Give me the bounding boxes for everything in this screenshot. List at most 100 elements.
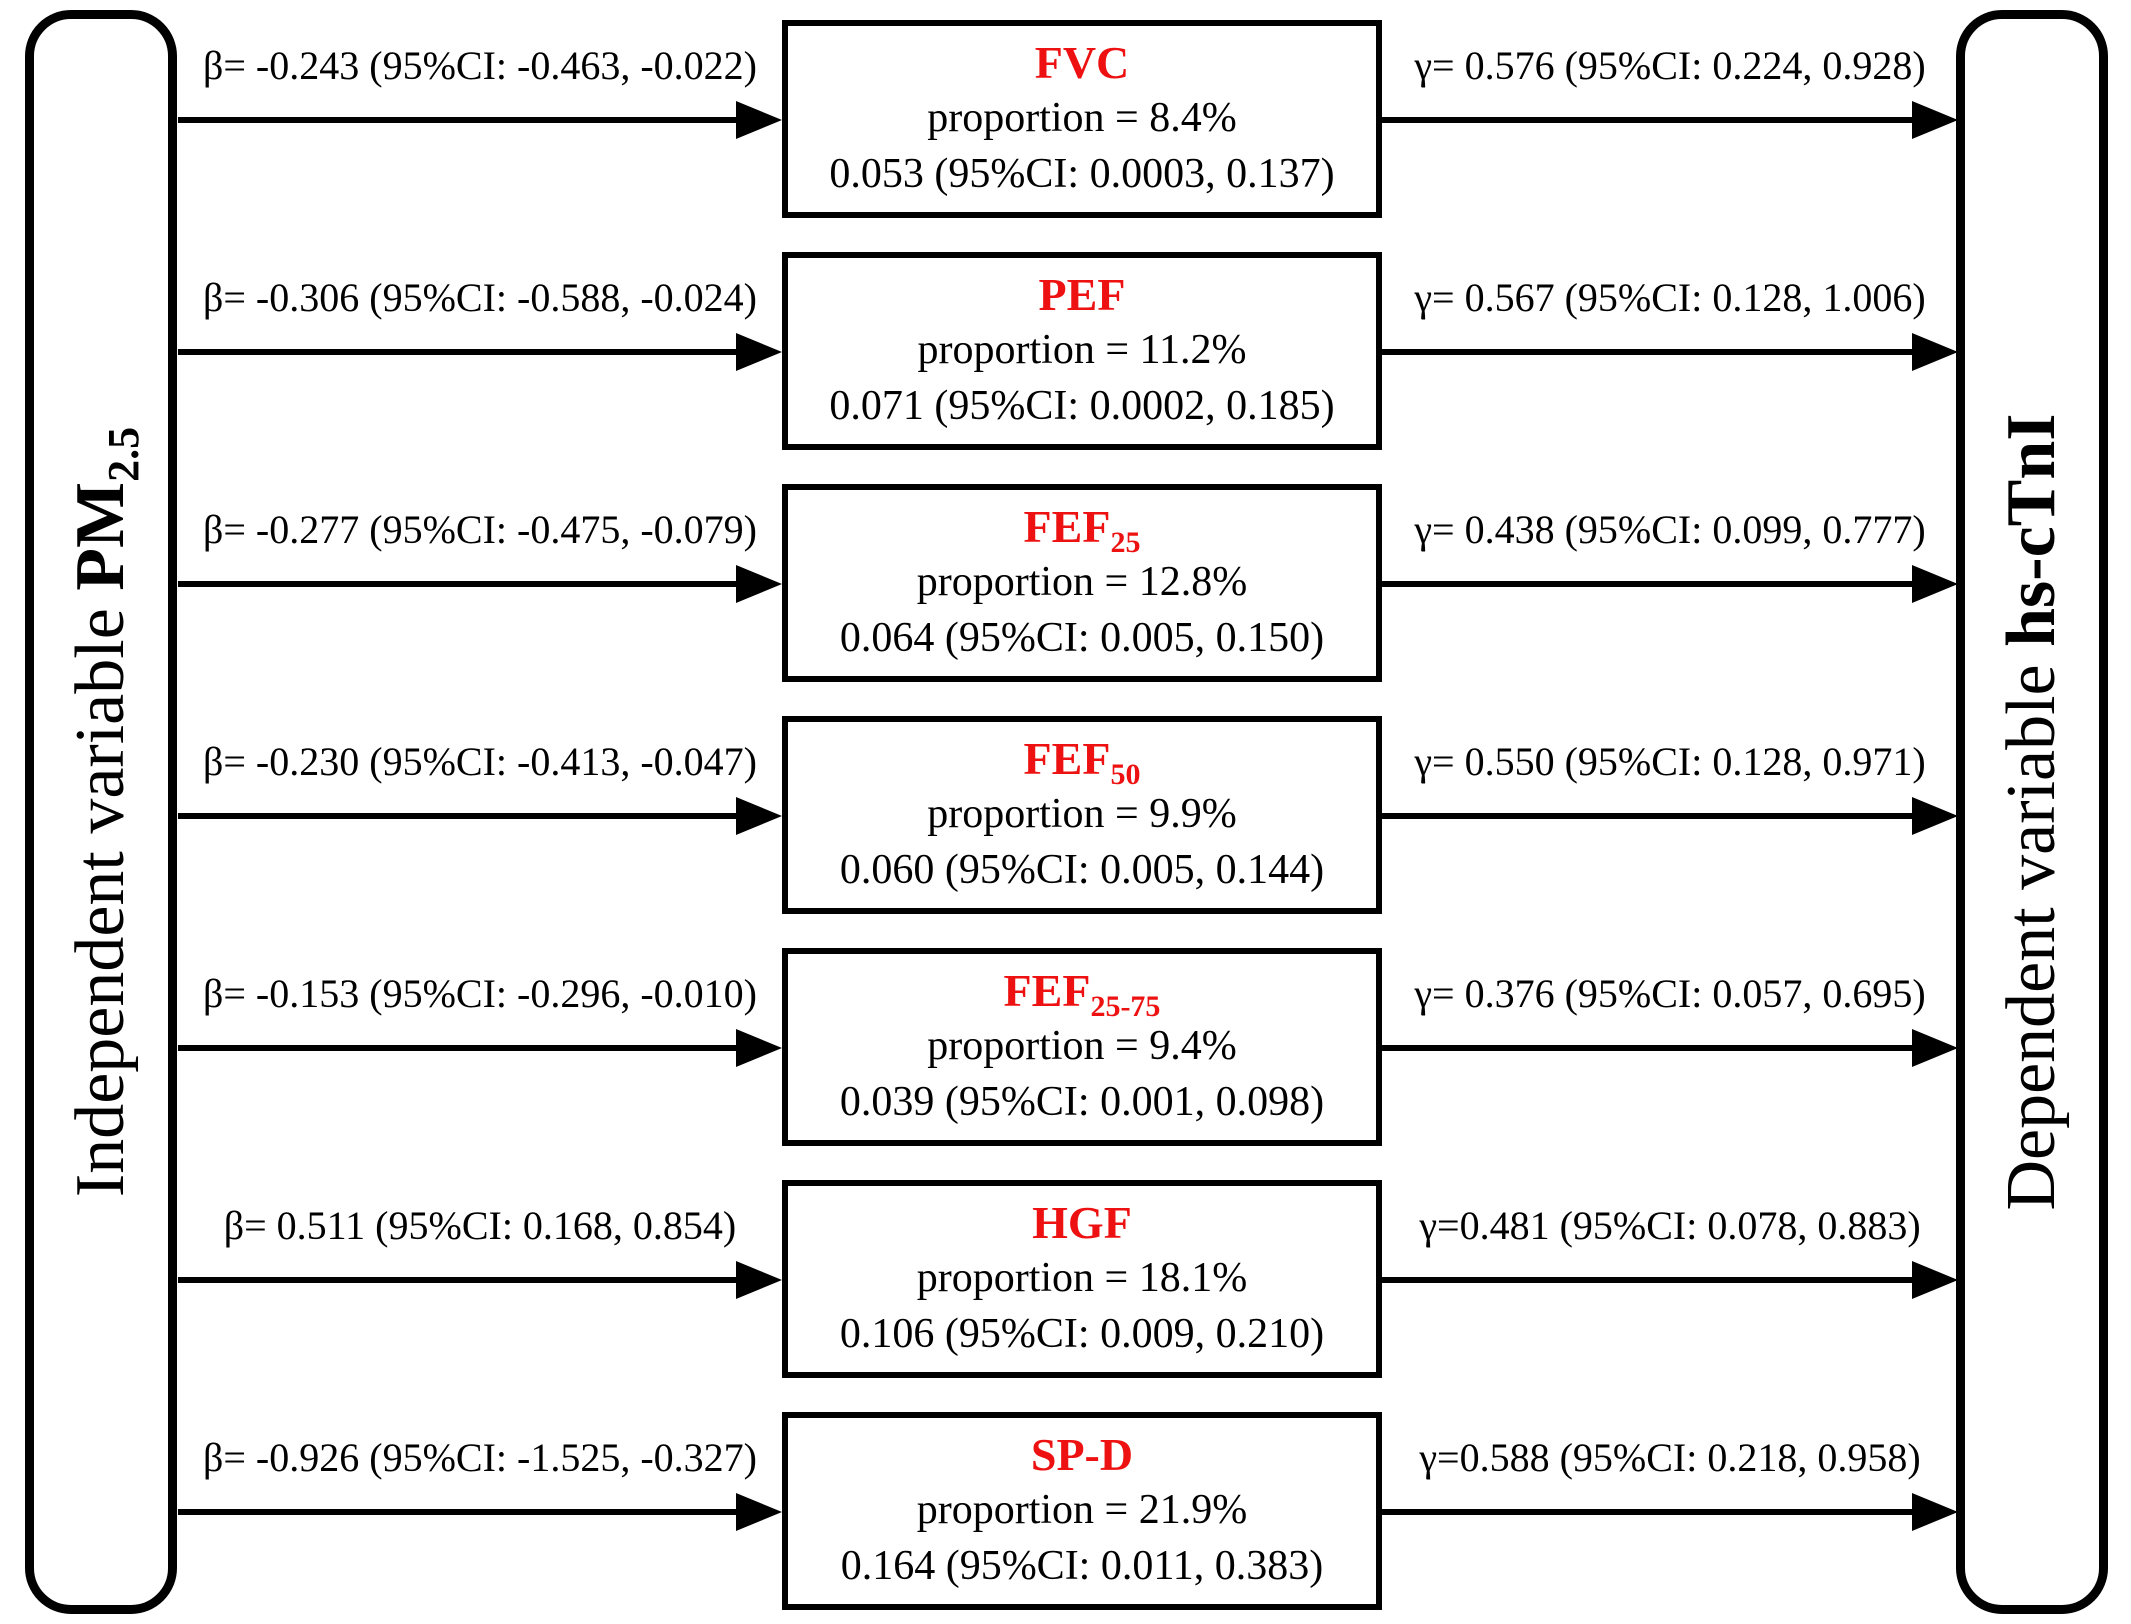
arrowhead-icon	[736, 333, 782, 371]
beta-path-label: β= -0.153 (95%CI: -0.296, -0.010)	[203, 971, 757, 1016]
mediator-subscript: 25	[1110, 526, 1141, 560]
beta-path-label: β= -0.230 (95%CI: -0.413, -0.047)	[203, 739, 757, 784]
arrowhead-icon	[736, 1261, 782, 1299]
mediator-name: FEF25-75	[788, 964, 1376, 1022]
arrowhead-icon	[736, 797, 782, 835]
mediation-row-hgf: β= 0.511 (95%CI: 0.168, 0.854) HGF propo…	[0, 1180, 2131, 1378]
mediator-proportion: proportion = 9.9%	[927, 791, 1237, 837]
arrow-shaft	[178, 581, 744, 587]
mediator-effect: 0.071 (95%CI: 0.0002, 0.185)	[829, 383, 1335, 429]
mediator-subscript: 50	[1110, 758, 1141, 792]
mediator-effect: 0.164 (95%CI: 0.011, 0.383)	[840, 1543, 1324, 1589]
gamma-arrow	[1382, 332, 1958, 372]
gamma-path-label: γ= 0.376 (95%CI: 0.057, 0.695)	[1414, 971, 1926, 1016]
beta-arrow	[178, 796, 782, 836]
mediator-effect: 0.106 (95%CI: 0.009, 0.210)	[839, 1311, 1325, 1357]
mediator-name: PEF	[788, 268, 1376, 322]
arrow-shaft	[1382, 349, 1920, 355]
mediator-effect: 0.064 (95%CI: 0.005, 0.150)	[839, 615, 1325, 661]
gamma-arrow	[1382, 1492, 1958, 1532]
arrow-shaft	[1382, 1277, 1920, 1283]
gamma-path-label: γ= 0.438 (95%CI: 0.099, 0.777)	[1414, 507, 1926, 552]
arrow-shaft	[178, 117, 744, 123]
arrowhead-icon	[1912, 565, 1958, 603]
arrow-shaft	[1382, 581, 1920, 587]
arrowhead-icon	[1912, 1261, 1958, 1299]
arrow-shaft	[1382, 813, 1920, 819]
mediator-proportion: proportion = 18.1%	[916, 1255, 1248, 1301]
beta-arrow	[178, 564, 782, 604]
arrowhead-icon	[736, 1029, 782, 1067]
gamma-path-label: γ=0.588 (95%CI: 0.218, 0.958)	[1419, 1435, 1921, 1480]
beta-path-label: β= 0.511 (95%CI: 0.168, 0.854)	[223, 1203, 737, 1248]
mediator-subscript: 25-75	[1090, 990, 1161, 1024]
mediator-acronym: PEF	[1038, 269, 1126, 320]
mediation-row-fvc: β= -0.243 (95%CI: -0.463, -0.022) FVC pr…	[0, 20, 2131, 218]
mediator-name: FEF50	[788, 732, 1376, 790]
arrowhead-icon	[1912, 1493, 1958, 1531]
gamma-path-label: γ= 0.567 (95%CI: 0.128, 1.006)	[1414, 275, 1926, 320]
mediator-acronym: FEF	[1003, 965, 1091, 1016]
mediator-acronym: SP-D	[1030, 1429, 1134, 1480]
mediator-name: HGF	[788, 1196, 1376, 1250]
mediation-row-pef: β= -0.306 (95%CI: -0.588, -0.024) PEF pr…	[0, 252, 2131, 450]
beta-arrow	[178, 332, 782, 372]
beta-path-label: β= -0.926 (95%CI: -1.525, -0.327)	[203, 1435, 757, 1480]
mediator-acronym: FVC	[1034, 37, 1130, 88]
beta-arrow	[178, 1028, 782, 1068]
arrowhead-icon	[1912, 333, 1958, 371]
beta-path-label: β= -0.306 (95%CI: -0.588, -0.024)	[203, 275, 757, 320]
gamma-arrow	[1382, 796, 1958, 836]
independent-variable-node: Independent variable PM2.5	[25, 10, 177, 1614]
mediator-name: FEF25	[788, 500, 1376, 558]
arrow-shaft	[178, 349, 744, 355]
arrow-shaft	[1382, 1509, 1920, 1515]
mediation-row-spd: β= -0.926 (95%CI: -1.525, -0.327) SP-D p…	[0, 1412, 2131, 1610]
mediator-name: FVC	[788, 36, 1376, 90]
gamma-path-label: γ= 0.576 (95%CI: 0.224, 0.928)	[1414, 43, 1926, 88]
arrow-shaft	[1382, 117, 1920, 123]
gamma-arrow	[1382, 564, 1958, 604]
mediator-proportion: proportion = 11.2%	[917, 327, 1247, 373]
gamma-arrow	[1382, 1260, 1958, 1300]
mediator-box: FEF25 proportion = 12.8% 0.064 (95%CI: 0…	[782, 484, 1382, 682]
mediation-row-fef25: β= -0.277 (95%CI: -0.475, -0.079) FEF25 …	[0, 484, 2131, 682]
mediator-box: FEF25-75 proportion = 9.4% 0.039 (95%CI:…	[782, 948, 1382, 1146]
mediator-proportion: proportion = 8.4%	[927, 95, 1237, 141]
beta-arrow	[178, 100, 782, 140]
mediator-acronym: FEF	[1023, 733, 1111, 784]
mediator-box: FVC proportion = 8.4% 0.053 (95%CI: 0.00…	[782, 20, 1382, 218]
gamma-path-label: γ=0.481 (95%CI: 0.078, 0.883)	[1419, 1203, 1921, 1248]
beta-arrow	[178, 1260, 782, 1300]
arrow-shaft	[178, 813, 744, 819]
gamma-arrow	[1382, 1028, 1958, 1068]
beta-arrow	[178, 1492, 782, 1532]
arrowhead-icon	[736, 1493, 782, 1531]
arrow-shaft	[178, 1509, 744, 1515]
mediator-proportion: proportion = 9.4%	[927, 1023, 1237, 1069]
arrowhead-icon	[1912, 1029, 1958, 1067]
mediator-acronym: FEF	[1023, 501, 1111, 552]
gamma-arrow	[1382, 100, 1958, 140]
mediator-effect: 0.039 (95%CI: 0.001, 0.098)	[839, 1079, 1325, 1125]
mediation-row-fef50: β= -0.230 (95%CI: -0.413, -0.047) FEF50 …	[0, 716, 2131, 914]
mediator-proportion: proportion = 21.9%	[916, 1487, 1248, 1533]
arrow-shaft	[178, 1045, 744, 1051]
mediator-box: HGF proportion = 18.1% 0.106 (95%CI: 0.0…	[782, 1180, 1382, 1378]
mediator-acronym: HGF	[1032, 1197, 1132, 1248]
mediator-effect: 0.053 (95%CI: 0.0003, 0.137)	[829, 151, 1335, 197]
mediator-box: SP-D proportion = 21.9% 0.164 (95%CI: 0.…	[782, 1412, 1382, 1610]
arrowhead-icon	[1912, 101, 1958, 139]
arrow-shaft	[178, 1277, 744, 1283]
mediation-row-fef25-75: β= -0.153 (95%CI: -0.296, -0.010) FEF25-…	[0, 948, 2131, 1146]
mediator-box: FEF50 proportion = 9.9% 0.060 (95%CI: 0.…	[782, 716, 1382, 914]
mediator-proportion: proportion = 12.8%	[916, 559, 1248, 605]
beta-path-label: β= -0.277 (95%CI: -0.475, -0.079)	[203, 507, 757, 552]
arrowhead-icon	[1912, 797, 1958, 835]
beta-path-label: β= -0.243 (95%CI: -0.463, -0.022)	[203, 43, 757, 88]
arrowhead-icon	[736, 565, 782, 603]
gamma-path-label: γ= 0.550 (95%CI: 0.128, 0.971)	[1414, 739, 1926, 784]
arrow-shaft	[1382, 1045, 1920, 1051]
arrowhead-icon	[736, 101, 782, 139]
